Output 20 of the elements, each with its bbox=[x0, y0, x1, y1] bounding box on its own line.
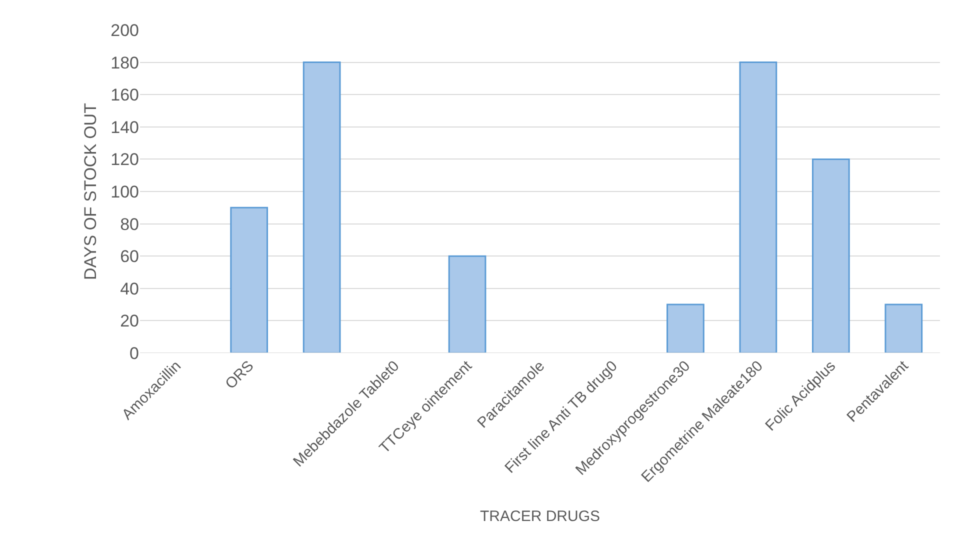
y-tick-label: 20 bbox=[120, 312, 139, 331]
bar bbox=[302, 62, 341, 353]
y-tick-label: 140 bbox=[110, 118, 139, 137]
y-tick-label: 200 bbox=[110, 20, 139, 40]
x-axis-title: TRACER DRUGS bbox=[480, 508, 600, 525]
y-tick-label: 80 bbox=[120, 214, 139, 234]
y-tick-label: 120 bbox=[110, 150, 139, 170]
bar bbox=[739, 62, 778, 353]
bar bbox=[666, 304, 704, 353]
bar bbox=[230, 206, 268, 353]
y-tick-label: 40 bbox=[120, 279, 139, 298]
y-tick-label: 160 bbox=[110, 86, 139, 105]
bar bbox=[812, 158, 850, 353]
y-tick-label: 0 bbox=[130, 344, 139, 363]
y-tick-label: 180 bbox=[110, 53, 139, 72]
bar bbox=[448, 255, 486, 353]
y-tick-label: 100 bbox=[110, 182, 139, 202]
y-tick-label: 60 bbox=[120, 247, 139, 266]
bar bbox=[884, 304, 923, 353]
y-axis-title: DAYS OF STOCK OUT bbox=[81, 103, 100, 280]
